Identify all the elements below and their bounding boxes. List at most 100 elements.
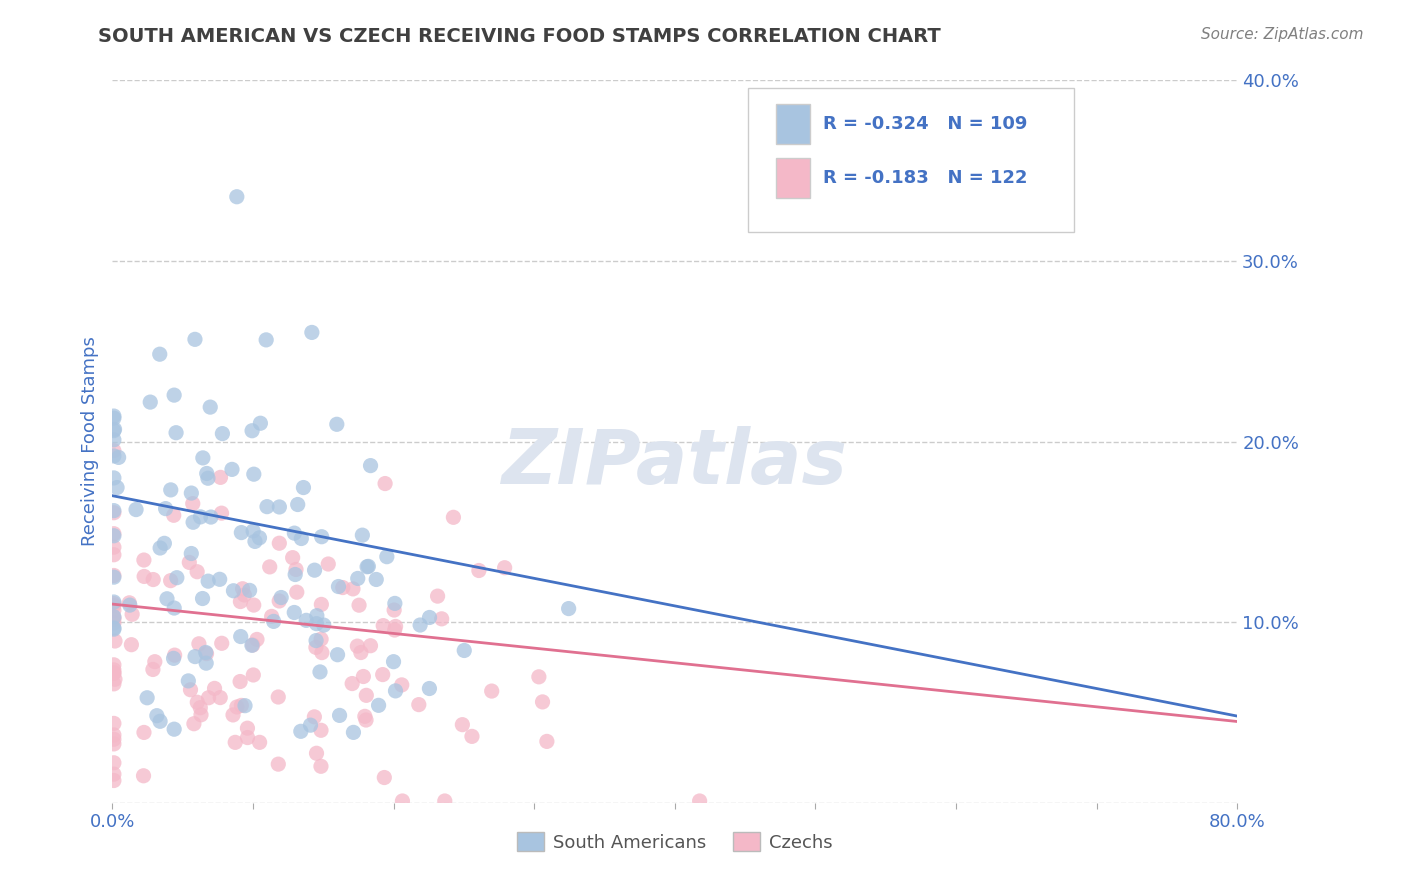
Point <box>229 630 252 644</box>
Point <box>267 690 290 704</box>
Point <box>231 698 253 713</box>
Point <box>374 476 396 491</box>
Text: R = -0.324   N = 109: R = -0.324 N = 109 <box>824 115 1028 133</box>
Point <box>418 681 440 696</box>
Point <box>103 773 125 788</box>
Point <box>103 716 125 731</box>
Point <box>153 536 176 550</box>
Point <box>689 794 711 808</box>
Point <box>408 698 430 712</box>
Point <box>184 332 207 346</box>
Point <box>236 721 259 735</box>
Point <box>181 515 204 529</box>
Point <box>269 594 291 608</box>
Point <box>142 573 165 587</box>
Point <box>190 509 212 524</box>
Point <box>409 618 432 632</box>
Point <box>233 588 256 602</box>
Point <box>346 639 368 653</box>
Point <box>342 725 364 739</box>
Point <box>536 734 558 748</box>
Point <box>263 615 285 629</box>
Point <box>242 524 264 538</box>
Point <box>163 508 186 523</box>
Point <box>103 756 125 770</box>
Point <box>179 682 201 697</box>
Point <box>382 655 405 669</box>
Point <box>103 609 125 624</box>
Point <box>284 567 307 582</box>
Point <box>384 619 406 633</box>
Point <box>103 611 125 625</box>
Point <box>103 443 125 458</box>
Point <box>256 500 278 514</box>
Point <box>309 632 332 647</box>
Point <box>208 572 231 586</box>
Point <box>103 597 125 611</box>
Point <box>103 665 125 680</box>
Point <box>494 560 516 574</box>
Point <box>356 559 378 574</box>
Point <box>197 690 219 705</box>
Point <box>292 481 315 495</box>
Point <box>290 724 312 739</box>
Point <box>332 581 354 595</box>
Point <box>146 708 169 723</box>
Point <box>103 424 125 438</box>
Point <box>316 557 339 571</box>
Point <box>326 648 349 662</box>
Point <box>224 735 246 749</box>
Point <box>287 498 309 512</box>
Point <box>184 649 207 664</box>
Point <box>163 601 186 615</box>
Point <box>356 689 378 703</box>
Point <box>229 674 252 689</box>
Point <box>312 618 335 632</box>
Point <box>103 737 125 751</box>
Point <box>347 598 370 612</box>
Point <box>311 530 333 544</box>
Point <box>200 510 222 524</box>
Point <box>357 559 380 574</box>
Point <box>309 665 332 679</box>
Point <box>384 596 406 610</box>
Point <box>243 534 266 549</box>
Point <box>195 656 218 670</box>
Point <box>163 722 186 736</box>
Point <box>103 599 125 613</box>
Point <box>103 728 125 742</box>
Point <box>242 668 264 682</box>
Point <box>121 607 143 622</box>
Point <box>430 612 453 626</box>
Point <box>305 608 328 623</box>
Point <box>229 594 252 608</box>
Point <box>211 506 233 520</box>
Point <box>305 616 328 631</box>
Point <box>155 501 177 516</box>
Point <box>382 603 405 617</box>
Point <box>267 757 290 772</box>
Point <box>304 710 326 724</box>
Point <box>225 700 247 714</box>
Text: Source: ZipAtlas.com: Source: ZipAtlas.com <box>1201 27 1364 42</box>
Point <box>180 486 202 500</box>
Point <box>254 333 277 347</box>
Point <box>270 591 292 605</box>
Point <box>177 673 200 688</box>
Point <box>103 663 125 677</box>
Point <box>231 525 253 540</box>
Point <box>366 573 388 587</box>
Point <box>260 609 283 624</box>
Point <box>209 690 232 705</box>
Point <box>103 540 125 554</box>
Point <box>105 481 128 495</box>
Point <box>183 716 205 731</box>
Point <box>441 510 464 524</box>
Point <box>103 526 125 541</box>
Y-axis label: Receiving Food Stamps: Receiving Food Stamps <box>80 336 98 547</box>
Point <box>107 450 129 465</box>
Point <box>269 536 291 550</box>
Point <box>103 616 125 631</box>
Point <box>194 645 217 659</box>
Point <box>301 326 323 340</box>
